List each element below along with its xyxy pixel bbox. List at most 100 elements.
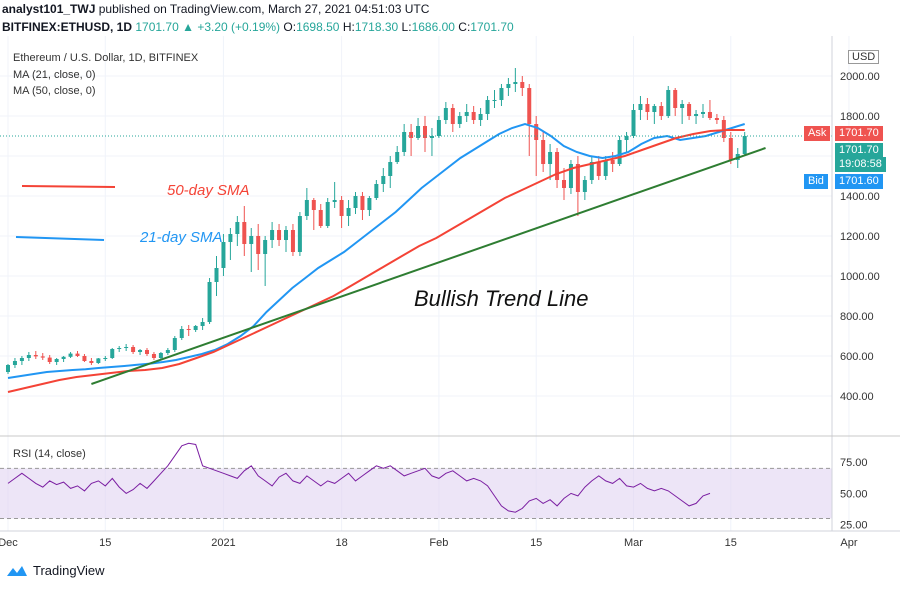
candle-body xyxy=(596,162,601,176)
candle-body xyxy=(673,90,678,108)
candle-body xyxy=(131,347,136,352)
high-label: H: xyxy=(342,20,355,34)
candle-body xyxy=(235,222,240,234)
candle-body xyxy=(617,140,622,164)
last-price: 1701.70 xyxy=(135,20,179,34)
time-tick-label: Dec xyxy=(0,537,18,549)
candle-body xyxy=(555,152,560,180)
candle-body xyxy=(624,136,629,140)
author[interactable]: analyst101_TWJ xyxy=(2,2,96,16)
candle-body xyxy=(318,210,323,226)
candle-body xyxy=(82,356,87,361)
rsi-band-fill xyxy=(0,468,832,519)
candle-body xyxy=(443,108,448,120)
candle-body xyxy=(603,160,608,176)
candle-body xyxy=(54,359,59,362)
time-tick-label: Feb xyxy=(429,537,448,549)
candle-body xyxy=(721,120,726,138)
candle-body xyxy=(172,338,177,350)
candle-body xyxy=(402,132,407,152)
candle-body xyxy=(520,82,525,88)
symbol: BITFINEX:ETHUSD, 1D xyxy=(2,20,133,34)
time-tick-label: 18 xyxy=(335,537,347,549)
candle-body xyxy=(714,118,719,120)
change-up-icon: ▲ xyxy=(182,20,194,34)
candle-body xyxy=(562,180,566,188)
candle-body xyxy=(652,106,657,112)
price-tick-label: 1800.00 xyxy=(840,111,880,123)
candle-body xyxy=(638,104,643,110)
candle-body xyxy=(742,136,747,154)
candle-body xyxy=(478,114,483,120)
candle-body xyxy=(388,162,393,176)
candle-body xyxy=(513,82,518,84)
candle-body xyxy=(485,100,490,114)
candle-body xyxy=(221,242,226,268)
candle-body xyxy=(694,114,699,116)
tradingview-brand[interactable]: TradingView xyxy=(6,563,105,578)
bid-price: 1701.60 xyxy=(835,174,883,189)
close-label: C: xyxy=(458,20,471,34)
candle-body xyxy=(290,230,295,252)
candle-body xyxy=(263,240,268,254)
candle-body xyxy=(527,88,532,124)
candle-body xyxy=(179,329,184,338)
candle-body xyxy=(499,88,504,100)
high-value: 1718.30 xyxy=(354,20,399,34)
legend-ma21: MA (21, close, 0) xyxy=(13,69,96,81)
low-label: L: xyxy=(401,20,412,34)
rsi-tick-label: 50.00 xyxy=(840,488,868,500)
time-tick-label: Mar xyxy=(624,537,643,549)
candle-body xyxy=(381,176,386,184)
candle-body xyxy=(436,120,441,136)
candle-body xyxy=(138,350,143,352)
candle-body xyxy=(610,160,615,164)
candle-body xyxy=(242,222,247,244)
candle-body xyxy=(228,234,233,242)
currency-badge[interactable]: USD xyxy=(848,50,880,64)
time-tick-label: 15 xyxy=(99,537,111,549)
rsi-line xyxy=(7,442,711,513)
candle-body xyxy=(249,236,254,244)
last-price-tag: 1701.70 xyxy=(835,143,883,158)
time-tick-label: 15 xyxy=(530,537,542,549)
grid xyxy=(0,36,850,531)
candle-body xyxy=(728,138,733,160)
candle-body xyxy=(325,202,330,226)
low-value: 1686.00 xyxy=(411,20,455,34)
sma50-annotation: 50-day SMA xyxy=(167,182,250,199)
candle-body xyxy=(117,348,122,349)
candle-body xyxy=(582,180,587,192)
candle-body xyxy=(284,230,288,240)
candle-body xyxy=(89,361,94,363)
candle-body xyxy=(186,329,191,330)
candle-body xyxy=(297,216,302,252)
price-tick-label: 600.00 xyxy=(840,351,874,363)
tradingview-logo-icon xyxy=(7,565,27,576)
candle-body xyxy=(68,353,73,357)
candle-body xyxy=(409,132,414,138)
candle-body xyxy=(701,112,705,114)
candle-body xyxy=(311,200,316,210)
candle-body xyxy=(277,230,282,240)
candle-body xyxy=(568,164,573,188)
price-chart[interactable]: 400.00 600.00 800.00 1000.00 1200.00 1400.00 1… xyxy=(0,36,900,556)
legend-title: Ethereum / U.S. Dollar, 1D, BITFINEX xyxy=(13,52,199,64)
price-tick-label: 1400.00 xyxy=(840,191,880,203)
candle-body xyxy=(151,354,156,358)
candle-body xyxy=(659,106,664,116)
candle-body xyxy=(26,355,31,358)
candle-body xyxy=(207,282,212,322)
candle-body xyxy=(575,164,580,192)
candle-body xyxy=(270,230,275,240)
candle-body xyxy=(346,208,351,216)
candle-body xyxy=(464,112,469,116)
candle-body xyxy=(304,200,309,216)
candle-body xyxy=(61,356,66,359)
candle-body xyxy=(33,355,38,357)
price-tick-label: 400.00 xyxy=(840,391,874,403)
open-value: 1698.50 xyxy=(296,20,340,34)
candle-body xyxy=(645,104,650,112)
candle-body xyxy=(6,365,10,372)
candle-body xyxy=(110,349,115,358)
